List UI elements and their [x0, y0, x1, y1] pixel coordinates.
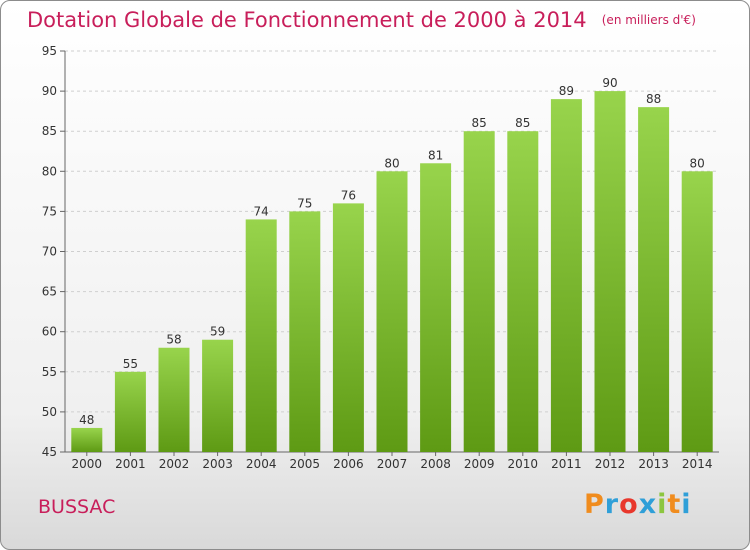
logo-letter: i	[657, 489, 668, 520]
x-tick-label: 2005	[290, 457, 321, 471]
x-tick-label: 2004	[246, 457, 277, 471]
bar-value-label: 58	[166, 333, 181, 347]
bar	[289, 211, 321, 452]
y-tick-label: 85	[42, 124, 57, 138]
x-tick-label: 2012	[595, 457, 626, 471]
logo-letter: r	[604, 489, 620, 520]
x-tick-label: 2010	[508, 457, 539, 471]
chart-unit-note: (en milliers d'€)	[601, 13, 696, 27]
bar	[332, 203, 364, 452]
bar	[202, 339, 234, 452]
bar	[114, 371, 146, 452]
y-tick-label: 95	[42, 44, 57, 58]
x-tick-label: 2003	[202, 457, 233, 471]
bar	[507, 131, 539, 452]
logo-letter: t	[667, 489, 682, 520]
x-tick-label: 2001	[115, 457, 146, 471]
y-tick-label: 60	[42, 325, 57, 339]
proxiti-logo[interactable]: Proxiti	[584, 489, 692, 520]
bar	[158, 347, 190, 452]
bar-value-label: 89	[559, 84, 574, 98]
bar-value-label: 81	[428, 148, 443, 162]
bar-value-label: 85	[515, 116, 530, 130]
bar	[594, 91, 626, 452]
bar	[420, 163, 452, 452]
chart-title: Dotation Globale de Fonctionnement de 20…	[27, 8, 587, 32]
x-tick-label: 2008	[420, 457, 451, 471]
title-row: Dotation Globale de Fonctionnement de 20…	[27, 8, 696, 32]
bar	[638, 107, 670, 452]
x-tick-label: 2013	[638, 457, 669, 471]
x-tick-label: 2002	[159, 457, 190, 471]
logo-letter: P	[584, 489, 605, 520]
x-tick-label: 2011	[551, 457, 582, 471]
x-tick-label: 2014	[682, 457, 713, 471]
bar-value-label: 76	[341, 188, 356, 202]
logo-letter: o	[619, 489, 639, 520]
y-tick-label: 75	[42, 204, 57, 218]
y-tick-label: 90	[42, 84, 57, 98]
bar-value-label: 90	[602, 76, 617, 90]
bar-value-label: 59	[210, 325, 225, 339]
bar	[245, 219, 277, 452]
y-tick-label: 45	[42, 445, 57, 459]
y-tick-label: 65	[42, 285, 57, 299]
y-tick-label: 50	[42, 405, 57, 419]
logo-letter: x	[638, 489, 658, 520]
bar	[376, 171, 408, 453]
logo-letter: i	[681, 489, 692, 520]
x-tick-label: 2006	[333, 457, 364, 471]
bar	[463, 131, 495, 452]
y-tick-label: 80	[42, 164, 57, 178]
bar-value-label: 80	[384, 156, 399, 170]
y-tick-label: 70	[42, 245, 57, 259]
x-tick-label: 2009	[464, 457, 495, 471]
bar	[681, 171, 713, 453]
bar	[71, 427, 103, 452]
bar-value-label: 74	[254, 204, 269, 218]
bar	[550, 99, 582, 453]
x-tick-label: 2007	[377, 457, 408, 471]
bar-value-label: 55	[123, 357, 138, 371]
bar-value-label: 85	[472, 116, 487, 130]
y-tick-label: 55	[42, 365, 57, 379]
x-tick-label: 2000	[72, 457, 103, 471]
commune-name: BUSSAC	[38, 496, 116, 518]
bar-value-label: 88	[646, 92, 661, 106]
bar-value-label: 75	[297, 196, 312, 210]
bar-value-label: 80	[690, 156, 705, 170]
bar-value-label: 48	[79, 413, 94, 427]
